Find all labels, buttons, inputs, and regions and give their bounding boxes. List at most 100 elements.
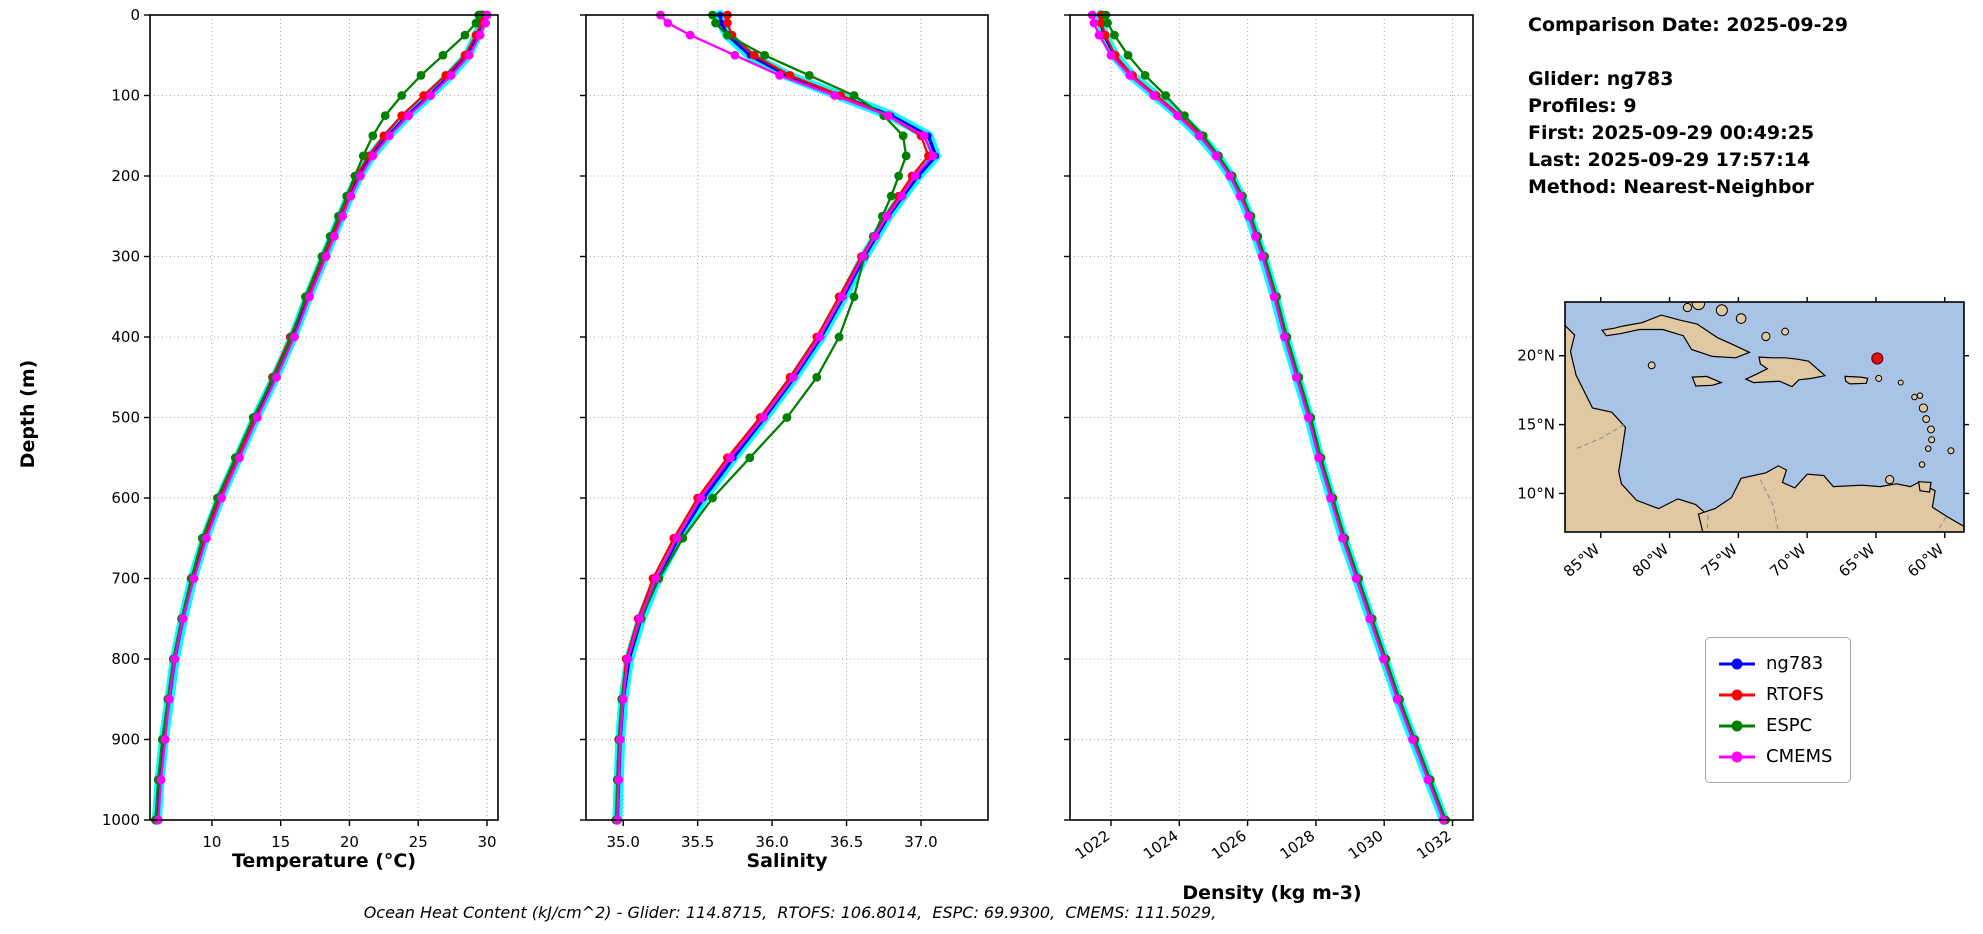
y-tick-label: 1000 [102,811,140,829]
glider-name-text: Glider: ng783 [1528,68,1674,90]
CMEMS-line [157,14,489,821]
island [1715,304,1728,317]
x-tick-label: 1032 [1413,827,1455,864]
map-lon-tick-label: 75°W [1698,540,1741,581]
x-tick-label: 1030 [1345,827,1387,864]
y-tick-label: 200 [111,167,140,185]
salinity-profile-chart: 35.0 35.5 36.0 36.5 37.0 [572,5,1004,920]
legend-line-marker-icon [1719,751,1755,763]
x-tick-label: 35.0 [607,833,640,851]
island [1947,447,1955,455]
CMEMS-markers [153,10,492,825]
density-profile-svg: 1022 1024 1026 1028 1030 1032 [1064,10,1474,864]
last-profile-text: Last: 2025-09-29 17:57:14 [1528,149,1811,171]
legend-label: RTOFS [1766,684,1824,705]
y-tick-label: 100 [111,87,140,105]
x-tick-label: 20 [340,833,359,851]
legend-label: CMEMS [1766,746,1833,767]
legend-item-espc: ESPC [1719,710,1832,741]
temperature-axis-label: Temperature (°C) [231,850,417,872]
map-lon-tick-label: 60°W [1904,540,1947,581]
x-tick-label: 1028 [1277,827,1319,864]
island [1691,302,1706,311]
ocean-heat-content-caption: Ocean Heat Content (kJ/cm^2) - Glider: 1… [363,903,1217,922]
x-tick-label: 36.0 [755,833,788,851]
map-lon-tick-label: 80°W [1629,540,1672,581]
island [1875,374,1883,382]
y-tick-label: 900 [111,731,140,749]
CMEMS-markers [1087,10,1448,825]
comparison-info-panel: Comparison Date: 2025-09-29 Glider: ng78… [1528,12,1848,201]
map-lat-tick-label: 15°N [1517,416,1555,434]
legend-label: ng783 [1766,653,1824,674]
island [1682,302,1693,313]
map-svg: 85°W 80°W 75°W 70°W 65°W 60°W 20°N 15°N 10°N [1517,297,1969,581]
series [151,10,492,825]
island [1918,403,1929,413]
series [611,10,941,825]
RTOFS-line [616,15,930,820]
ESPC-line [154,14,480,821]
legend: ng783 RTOFS ESPC CMEMS [1705,637,1852,783]
x-tick-label: 35.5 [681,833,714,851]
y-tick-label: 800 [111,650,140,668]
country-border [1574,424,1625,450]
x-tick-label: 10 [202,833,221,851]
density-axis-label: Density (kg m-3) [1182,882,1362,904]
x-tick-label: 1024 [1140,827,1182,864]
map-lat-tick-label: 20°N [1517,347,1555,365]
map-lon-tick-label: 85°W [1560,540,1603,581]
island [1735,313,1747,324]
island [1927,425,1935,434]
x-tick-label: 36.5 [830,833,863,851]
CMEMS-markers [612,10,938,825]
x-tick-label: 25 [409,833,428,851]
x-tick-label: 1022 [1072,827,1114,864]
legend-line-marker-icon [1719,720,1755,732]
CMEMS-line [1091,14,1445,821]
y-tick-label: 400 [111,328,140,346]
profiles-count-text: Profiles: 9 [1528,95,1637,117]
salinity-profile-svg: 35.0 35.5 36.0 36.5 37.0 [580,10,989,851]
y-tick-label: 500 [111,409,140,427]
legend-label: ESPC [1766,715,1813,736]
land-polygon [1601,314,1751,359]
map-frame [1564,301,1965,533]
x-tick-label: 37.0 [904,833,937,851]
y-tick-label: 600 [111,489,140,507]
legend-line-marker-icon [1719,689,1755,701]
x-tick-label: 1026 [1208,827,1250,864]
y-tick-label: 300 [111,248,140,266]
location-map: 85°W 80°W 75°W 70°W 65°W 60°W 20°N 15°N 10°N [1503,294,1974,612]
legend-item-cmems: CMEMS [1719,741,1832,772]
x-tick-label: 30 [477,833,496,851]
country-border [1706,515,1709,532]
temperature-profile-chart: 10 15 20 25 30 0 100 200 300 400 500 600 700 800 900 10… [95,5,514,920]
legend-item-ng783: ng783 [1719,648,1832,679]
land-polygon [1844,375,1869,385]
map-lon-tick-label: 70°W [1766,540,1809,581]
info-spacer [1528,39,1848,66]
island [1897,379,1904,386]
legend-item-rtofs: RTOFS [1719,679,1832,710]
land-polygon [1917,481,1932,493]
land-polygon [1697,465,1964,532]
y-tick-label: 700 [111,570,140,588]
first-profile-text: First: 2025-09-29 00:49:25 [1528,122,1815,144]
depth-axis-label: Depth (m) [17,359,39,469]
legend-line-marker-icon [1719,658,1755,670]
land-polygon [1691,375,1723,387]
ESPC-line [1104,14,1447,821]
country-border [1936,516,1947,532]
map-lat-tick-label: 10°N [1517,484,1555,502]
island [1911,393,1918,401]
density-profile-chart: 1022 1024 1026 1028 1030 1032 [1056,5,1489,920]
series [1087,10,1451,825]
island [1928,436,1936,444]
island [1647,361,1656,370]
method-text: Method: Nearest-Neighbor [1528,176,1814,198]
island [1922,415,1931,424]
island [1918,461,1926,468]
CMEMS-line [616,14,935,821]
